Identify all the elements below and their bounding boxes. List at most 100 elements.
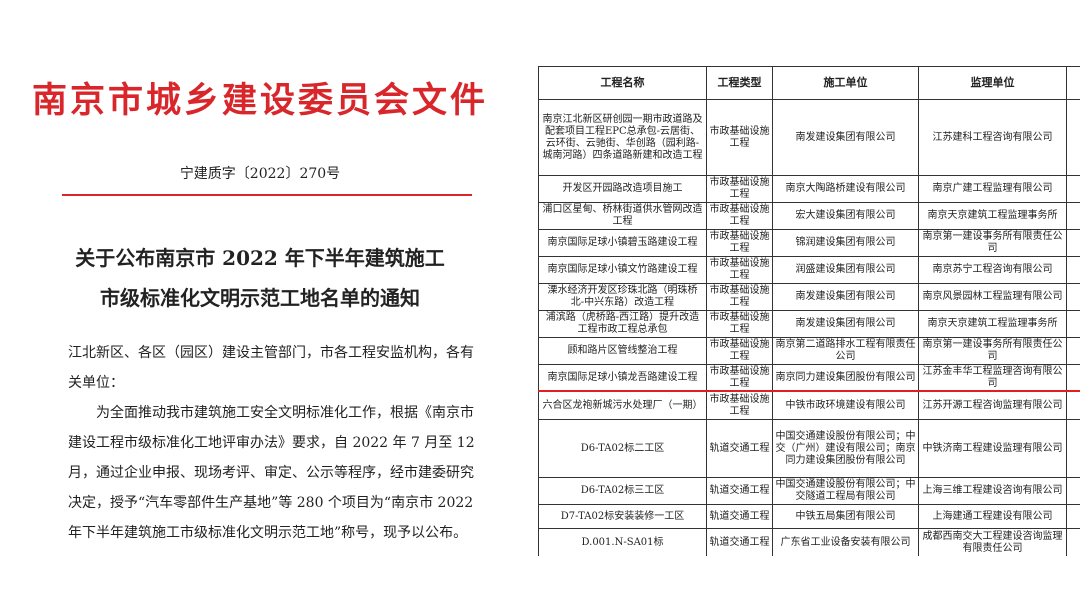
table-cell: 南京江北新区研创园一期市政道路及配套项目工程EPC总承包-云居街、云环街、云驰街… — [538, 99, 707, 176]
table-row: 顾和路片区管线整治工程 市政基础设施工程 南京第二道路排水工程有限责任公司 南京第一建… — [538, 337, 1080, 365]
table-cell: 锦润建设集团有限公司 — [772, 229, 919, 257]
table-row: 浦滨路（虎桥路-西江路）提升改造工程市政工程总承包 市政基础设施工程 南发建设集团有… — [538, 310, 1080, 338]
column-header: 施工单位 — [772, 66, 919, 100]
column-header: 工程名称 — [538, 66, 707, 100]
table-row: 开发区开园路改造项目施工 市政基础设施工程 南京大陶路桥建设有限公司 南京广建工程监理… — [538, 175, 1080, 203]
table-cell: 中国交通建设股份有限公司；中交（广州）建设有限公司；南京同力建设集团股份有限公司 — [772, 419, 919, 478]
table-cell: 南京第一建设事务所有限责任公司 — [918, 229, 1067, 257]
table-cell: 南京天京建筑工程监理事务所 — [918, 310, 1067, 338]
table-cell: 顾和路片区管线整治工程 — [538, 337, 707, 365]
table-cell: 南发建设集团有限公司 — [772, 310, 919, 338]
table-cell: 广东省工业设备安装有限公司 — [772, 528, 919, 556]
table-cell: 轨道交通工程 — [706, 477, 773, 505]
table-cell: 南京国际足球小镇龙吾路建设工程 — [538, 364, 707, 392]
table-cell: 市政基础设施工程 — [706, 283, 773, 311]
cut-cell — [1066, 528, 1080, 556]
table-cell: 南京天京建筑工程监理事务所 — [918, 202, 1067, 230]
table-cell: 南发建设集团有限公司 — [772, 99, 919, 176]
table-cell: 江苏建科工程咨询有限公司 — [918, 99, 1067, 176]
table-row: D6-TA02标三工区 轨道交通工程 中国交通建设股份有限公司；中交隧道工程局有限公… — [538, 477, 1080, 505]
table-cell: 江苏金丰华工程监理咨询有限公司 — [918, 364, 1067, 392]
table-cell: 浦口区星甸、桥林街道供水管网改造工程 — [538, 202, 707, 230]
table-cell: 轨道交通工程 — [706, 419, 773, 478]
cut-cell — [1066, 419, 1080, 478]
notice-page: 南京市城乡建设委员会文件 宁建质字〔2022〕270号 关于公布南京市 2022… — [0, 0, 520, 607]
table-cell: 市政基础设施工程 — [706, 202, 773, 230]
table-cell: 江苏开源工程咨询监理有限公司 — [918, 391, 1067, 420]
column-header: 工程类型 — [706, 66, 773, 100]
table-cell: 浦滨路（虎桥路-西江路）提升改造工程市政工程总承包 — [538, 310, 707, 338]
cut-cell — [1066, 175, 1080, 203]
table-row: 六合区龙袍新城污水处理厂（一期） 市政基础设施工程 中铁市政环境建设有限公司 江苏开源… — [538, 391, 1080, 420]
table-cell: 南京第二道路排水工程有限责任公司 — [772, 337, 919, 365]
table-image: 工程名称工程类型施工单位监理单位项 南京江北新区研创园一期市政道路及配套项目工程… — [538, 66, 1080, 556]
table-row: 南京江北新区研创园一期市政道路及配套项目工程EPC总承包-云居街、云环街、云驰街… — [538, 99, 1080, 176]
table-row: D6-TA02标二工区 轨道交通工程 中国交通建设股份有限公司；中交（广州）建设有限… — [538, 419, 1080, 478]
table-cell: D6-TA02标二工区 — [538, 419, 707, 478]
table-cell: 市政基础设施工程 — [706, 310, 773, 338]
table-cell: 南京同力建设集团股份有限公司 — [772, 364, 919, 392]
table-row: 溧水经济开发区珍珠北路（明珠桥北-中兴东路）改造工程 市政基础设施工程 南发建设集团… — [538, 283, 1080, 311]
table-cell: D7-TA02标安装装修一工区 — [538, 504, 707, 529]
table-cell: 中铁市政环境建设有限公司 — [772, 391, 919, 420]
cut-cell — [1066, 337, 1080, 365]
table-row: D7-TA02标安装装修一工区 轨道交通工程 中铁五局集团有限公司 上海建通工程建设有… — [538, 504, 1080, 529]
highlight-line — [538, 390, 1080, 392]
cut-cell — [1066, 504, 1080, 529]
table-cell: 市政基础设施工程 — [706, 256, 773, 284]
table-cell: 开发区开园路改造项目施工 — [538, 175, 707, 203]
header-row: 工程名称工程类型施工单位监理单位项 — [538, 66, 1080, 100]
table-cell: 市政基础设施工程 — [706, 229, 773, 257]
table-cell: 轨道交通工程 — [706, 504, 773, 529]
table-row: D.001.N-SA01标 轨道交通工程 广东省工业设备安装有限公司 成都西南交大工程… — [538, 528, 1080, 556]
table-cell: 中铁济南工程建设监理有限公司 — [918, 419, 1067, 478]
table-cell: 市政基础设施工程 — [706, 99, 773, 176]
table-cell: 南京风景园林工程监理有限公司 — [918, 283, 1067, 311]
table-row: 浦口区星甸、桥林街道供水管网改造工程 市政基础设施工程 宏大建设集团有限公司 南京天京… — [538, 202, 1080, 230]
table-row: 南京国际足球小镇龙吾路建设工程 市政基础设施工程 南京同力建设集团股份有限公司 江苏金… — [538, 364, 1080, 392]
cut-cell — [1066, 256, 1080, 284]
table-cell: 轨道交通工程 — [706, 528, 773, 556]
column-header: 监理单位 — [918, 66, 1067, 100]
addressee: 江北新区、各区（园区）建设主管部门，市各工程安监机构，各有关单位： — [68, 345, 474, 391]
table-cell: 南京大陶路桥建设有限公司 — [772, 175, 919, 203]
doc-number: 宁建质字〔2022〕270号 — [179, 166, 341, 182]
table-cell: 市政基础设施工程 — [706, 337, 773, 365]
table-cell: 南京国际足球小镇文竹路建设工程 — [538, 256, 707, 284]
table-cell: 市政基础设施工程 — [706, 364, 773, 392]
cut-cell — [1066, 283, 1080, 311]
table-cell: 中国交通建设股份有限公司；中交隧道工程局有限公司 — [772, 477, 919, 505]
table-cell: 南京第一建设事务所有限责任公司 — [918, 337, 1067, 365]
cut-cell — [1066, 477, 1080, 505]
column-header: 项 — [1066, 66, 1080, 100]
table-cell: 上海三维工程建设咨询有限公司 — [918, 477, 1067, 505]
table-cell: 南发建设集团有限公司 — [772, 283, 919, 311]
table-cell: D6-TA02标三工区 — [538, 477, 707, 505]
body-text: 为全面推动我市建筑施工安全文明标准化工作，根据《南京市建设工程市级标准化工地评审… — [68, 405, 475, 541]
table-cell: 南京广建工程监理有限公司 — [918, 175, 1067, 203]
table-cell: 南京苏宁工程咨询有限公司 — [918, 256, 1067, 284]
table-cell: 上海建通工程建设有限公司 — [918, 504, 1067, 529]
cut-cell — [1066, 99, 1080, 176]
red-rule — [62, 194, 472, 196]
cut-cell — [1066, 391, 1080, 420]
cut-cell — [1066, 364, 1080, 392]
cut-cell — [1066, 202, 1080, 230]
table-cell: 市政基础设施工程 — [706, 175, 773, 203]
table-cell: 市政基础设施工程 — [706, 391, 773, 420]
header: 南京市城乡建设委员会文件 — [31, 80, 488, 121]
table-cell: 中铁五局集团有限公司 — [772, 504, 919, 529]
cut-cell — [1066, 310, 1080, 338]
table-cell: 宏大建设集团有限公司 — [772, 202, 919, 230]
title-line: 关于公布南京市 2022 年下半年建筑施工 — [75, 246, 445, 270]
cut-cell — [1066, 229, 1080, 257]
table-cell: D.001.N-SA01标 — [538, 528, 707, 556]
title-line: 市级标准化文明示范工地名单的通知 — [100, 286, 420, 310]
table-cell: 溧水经济开发区珍珠北路（明珠桥北-中兴东路）改造工程 — [538, 283, 707, 311]
table-cell: 润盛建设集团有限公司 — [772, 256, 919, 284]
table-cell: 六合区龙袍新城污水处理厂（一期） — [538, 391, 707, 420]
table-cell: 成都西南交大工程建设咨询监理有限责任公司 — [918, 528, 1067, 556]
table-cell: 南京国际足球小镇碧玉路建设工程 — [538, 229, 707, 257]
table-row: 南京国际足球小镇碧玉路建设工程 市政基础设施工程 锦润建设集团有限公司 南京第一建设事… — [538, 229, 1080, 257]
